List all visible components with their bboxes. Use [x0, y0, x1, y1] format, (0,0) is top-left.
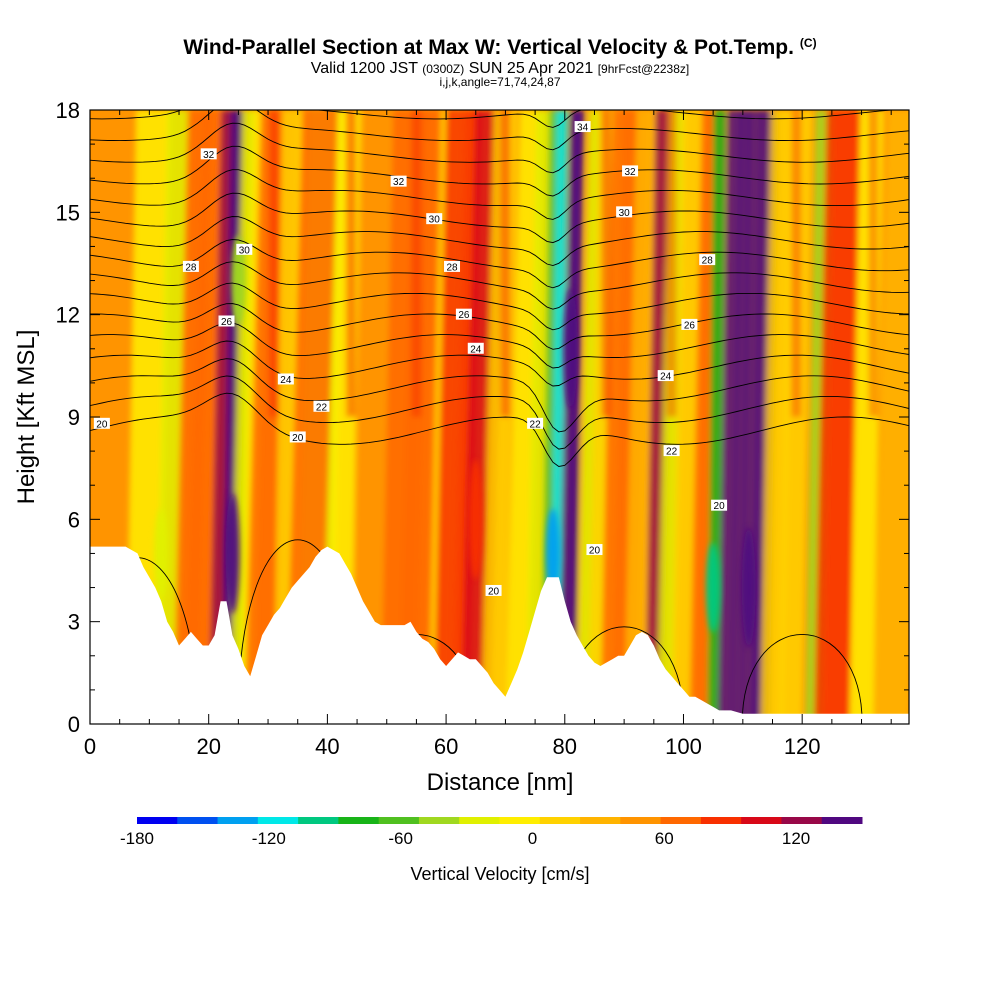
contour-label: 20: [93, 417, 110, 430]
x-tick-label: 60: [434, 734, 458, 759]
contour-label-text: 20: [96, 419, 108, 430]
x-tick-label: 20: [196, 734, 220, 759]
contour-label-text: 20: [292, 433, 304, 444]
chart-params: i,j,k,angle=71,74,24,87: [439, 75, 561, 89]
plot-area: 20 20 20 20 20 22 22 22 24 24 24 26 26 26 28 28 28 30 30 30…: [90, 110, 909, 724]
contour-label-text: 28: [446, 262, 458, 273]
contour-label: 28: [699, 254, 716, 267]
colorbar-swatch: [499, 817, 541, 824]
x-tick-label: 0: [84, 734, 96, 759]
contour-label: 28: [444, 260, 461, 273]
colorbar-tick-label: -180: [120, 829, 154, 848]
colorbar-swatch: [539, 817, 581, 824]
colorbar: -180 -120 -60 0 60 120: [120, 817, 863, 848]
colorbar-swatch: [741, 817, 782, 824]
contour-label: 28: [182, 260, 199, 273]
colorbar-swatch: [418, 817, 460, 824]
theta-contours: [90, 110, 909, 724]
contour-label-text: 20: [589, 546, 601, 557]
contour-label-text: 22: [530, 419, 542, 430]
terrain: [90, 546, 909, 724]
colorbar-tick-label: 120: [782, 829, 810, 848]
contour-label-text: 22: [316, 402, 328, 413]
colorbar-swatch: [781, 817, 823, 824]
contour-label: 20: [485, 584, 502, 597]
y-tick-label: 0: [68, 712, 80, 737]
colorbar-tick-label: 60: [655, 829, 674, 848]
colorbar-swatch: [177, 817, 219, 824]
colorbar-label: Vertical Velocity [cm/s]: [410, 864, 589, 884]
contour-label: 20: [289, 431, 306, 444]
chart-title: Wind-Parallel Section at Max W: Vertical…: [183, 36, 817, 59]
x-tick-label: 120: [784, 734, 821, 759]
contour-label-text: 24: [470, 344, 482, 355]
colorbar-swatch: [298, 817, 339, 824]
contour-label: 22: [527, 417, 544, 430]
contour-label: 26: [218, 315, 235, 328]
contour-label-text: 28: [702, 256, 714, 267]
contour-label-text: 24: [280, 375, 292, 386]
contour-label: 22: [313, 400, 330, 413]
colorbar-swatch: [821, 817, 863, 824]
colorbar-swatch: [257, 817, 299, 824]
contour-label-text: 32: [625, 167, 637, 178]
contour-label-text: 30: [239, 245, 251, 256]
contour-label: 30: [426, 213, 443, 226]
y-tick-label: 15: [56, 200, 80, 225]
y-tick-label: 6: [68, 507, 80, 532]
contour-label-text: 28: [185, 262, 197, 273]
colorbar-swatch: [137, 817, 178, 824]
contour-label: 26: [681, 318, 698, 331]
contour-label-text: 20: [714, 501, 726, 512]
y-tick-label: 3: [68, 610, 80, 635]
colorbar-swatch: [580, 817, 621, 824]
x-tick-label: 40: [315, 734, 339, 759]
colorbar-tick-label: -60: [388, 829, 413, 848]
y-tick-label: 12: [56, 303, 80, 328]
y-tick-label: 9: [68, 405, 80, 430]
axes: 0 20 40 60 80 100 120 0 3 6 9 12 15 18: [56, 98, 910, 759]
contour-label-text: 30: [429, 215, 441, 226]
contour-label-text: 30: [619, 208, 631, 219]
contour-label: 32: [622, 165, 639, 178]
contour-label: 20: [586, 544, 603, 557]
x-tick-label: 80: [553, 734, 577, 759]
chart-subtitle: Valid 1200 JST (0300Z) SUN 25 Apr 2021 […: [310, 60, 690, 77]
colorbar-swatch: [378, 817, 420, 824]
contour-label-text: 24: [660, 372, 672, 383]
x-axis-label: Distance [nm]: [427, 769, 574, 796]
contour-label-text: 20: [488, 586, 500, 597]
contour-label: 22: [663, 445, 680, 458]
colorbar-swatch: [217, 817, 259, 824]
contour-label: 26: [455, 308, 472, 321]
velocity-cores: [154, 235, 756, 648]
contour-label-text: 32: [203, 150, 215, 161]
contour-label-text: 32: [393, 177, 405, 188]
contour-label: 24: [467, 342, 484, 355]
contour-label: 30: [616, 206, 633, 219]
contour-label-text: 34: [577, 123, 589, 134]
colorbar-swatch: [700, 817, 742, 824]
contour-label: 24: [657, 370, 674, 383]
colorbar-swatch: [660, 817, 702, 824]
colorbar-swatch: [459, 817, 500, 824]
contour-label-text: 26: [684, 320, 696, 331]
colorbar-swatch: [620, 817, 662, 824]
contour-label: 30: [236, 243, 253, 256]
contour-label-text: 22: [666, 447, 678, 458]
x-tick-label: 100: [665, 734, 702, 759]
contour-label: 32: [390, 175, 407, 188]
colorbar-tick-label: -120: [252, 829, 286, 848]
contour-label: 24: [277, 373, 294, 386]
colorbar-swatch: [338, 817, 380, 824]
contour-label-text: 26: [221, 317, 233, 328]
contour-label: 20: [711, 499, 728, 512]
contour-label: 34: [574, 121, 591, 134]
colorbar-tick-label: 0: [528, 829, 537, 848]
y-tick-label: 18: [56, 98, 80, 123]
contour-label: 32: [200, 148, 217, 161]
contour-label-text: 26: [458, 310, 470, 321]
y-axis-label: Height [Kft MSL]: [13, 330, 40, 505]
